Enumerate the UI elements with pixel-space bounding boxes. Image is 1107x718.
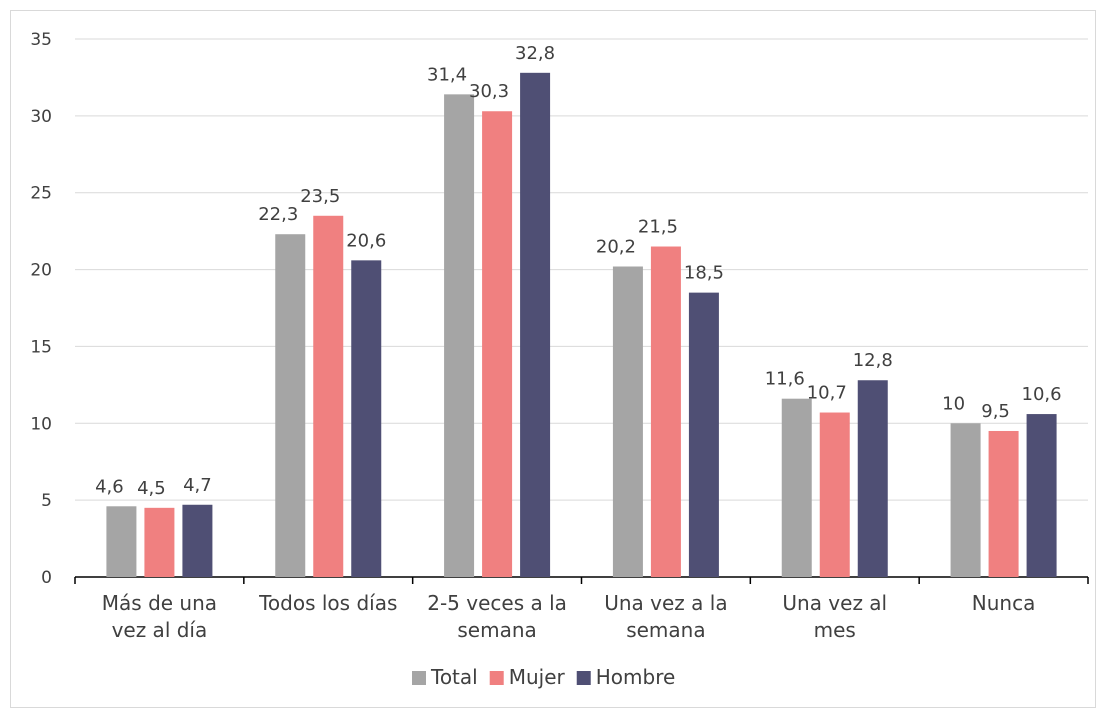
data-label: 32,8	[515, 43, 555, 64]
x-category-label: mes	[814, 618, 856, 642]
data-label: 21,5	[638, 217, 678, 238]
y-tick-label: 5	[41, 491, 52, 511]
bar-total	[444, 94, 475, 577]
bar-mujer	[819, 412, 850, 577]
x-category-label: Una vez al	[782, 591, 887, 615]
bar-mujer	[144, 507, 175, 577]
y-tick-label: 30	[30, 107, 52, 127]
data-label: 22,3	[258, 204, 298, 225]
bar-hombre	[688, 292, 719, 577]
data-label: 31,4	[427, 64, 467, 85]
x-category-label: Más de una	[102, 591, 217, 615]
bar-hombre	[182, 504, 213, 577]
y-tick-label: 25	[30, 184, 52, 204]
data-label: 20,2	[596, 236, 636, 257]
bar-total	[950, 423, 981, 577]
bar-total	[612, 266, 643, 577]
x-category-label: Nunca	[972, 591, 1036, 615]
data-label: 12,8	[853, 350, 893, 371]
data-label: 9,5	[981, 401, 1010, 422]
bar-mujer	[988, 430, 1019, 577]
data-label: 23,5	[300, 186, 340, 207]
data-label: 4,5	[137, 478, 166, 499]
legend-label: Mujer	[509, 665, 566, 689]
data-label: 18,5	[684, 263, 724, 284]
legend-swatch-total	[412, 671, 426, 685]
data-label: 20,6	[346, 230, 386, 251]
x-category-label: vez al día	[112, 618, 208, 642]
chart-frame	[10, 10, 1096, 708]
data-label: 10,6	[1022, 384, 1062, 405]
x-category-label: Una vez a la	[604, 591, 727, 615]
bar-mujer	[482, 111, 513, 577]
legend-label: Total	[430, 665, 478, 689]
data-label: 11,6	[765, 369, 805, 390]
y-tick-label: 35	[30, 30, 52, 50]
legend-label: Hombre	[596, 665, 676, 689]
bar-hombre	[351, 260, 382, 577]
legend-swatch-hombre	[576, 671, 591, 685]
bar-hombre	[857, 380, 888, 577]
data-label: 30,3	[469, 81, 509, 102]
y-tick-label: 10	[30, 414, 52, 434]
bar-total	[781, 398, 812, 577]
bar-mujer	[650, 246, 681, 577]
x-category-label: 2-5 veces a la	[427, 591, 567, 615]
y-tick-label: 0	[41, 568, 52, 588]
x-category-label: semana	[626, 618, 705, 642]
data-label: 4,7	[183, 475, 212, 496]
legend-swatch-mujer	[489, 671, 504, 685]
y-tick-label: 15	[30, 337, 52, 357]
bar-total	[106, 506, 137, 577]
bar-hombre	[1026, 414, 1057, 577]
data-label: 10	[942, 393, 965, 414]
bar-mujer	[313, 215, 344, 577]
y-tick-label: 20	[30, 261, 52, 281]
bar-total	[275, 234, 306, 577]
data-label: 10,7	[807, 383, 847, 404]
x-category-label: Todos los días	[258, 591, 397, 615]
data-label: 4,6	[95, 476, 124, 497]
bar-hombre	[520, 72, 551, 578]
x-category-label: semana	[457, 618, 536, 642]
